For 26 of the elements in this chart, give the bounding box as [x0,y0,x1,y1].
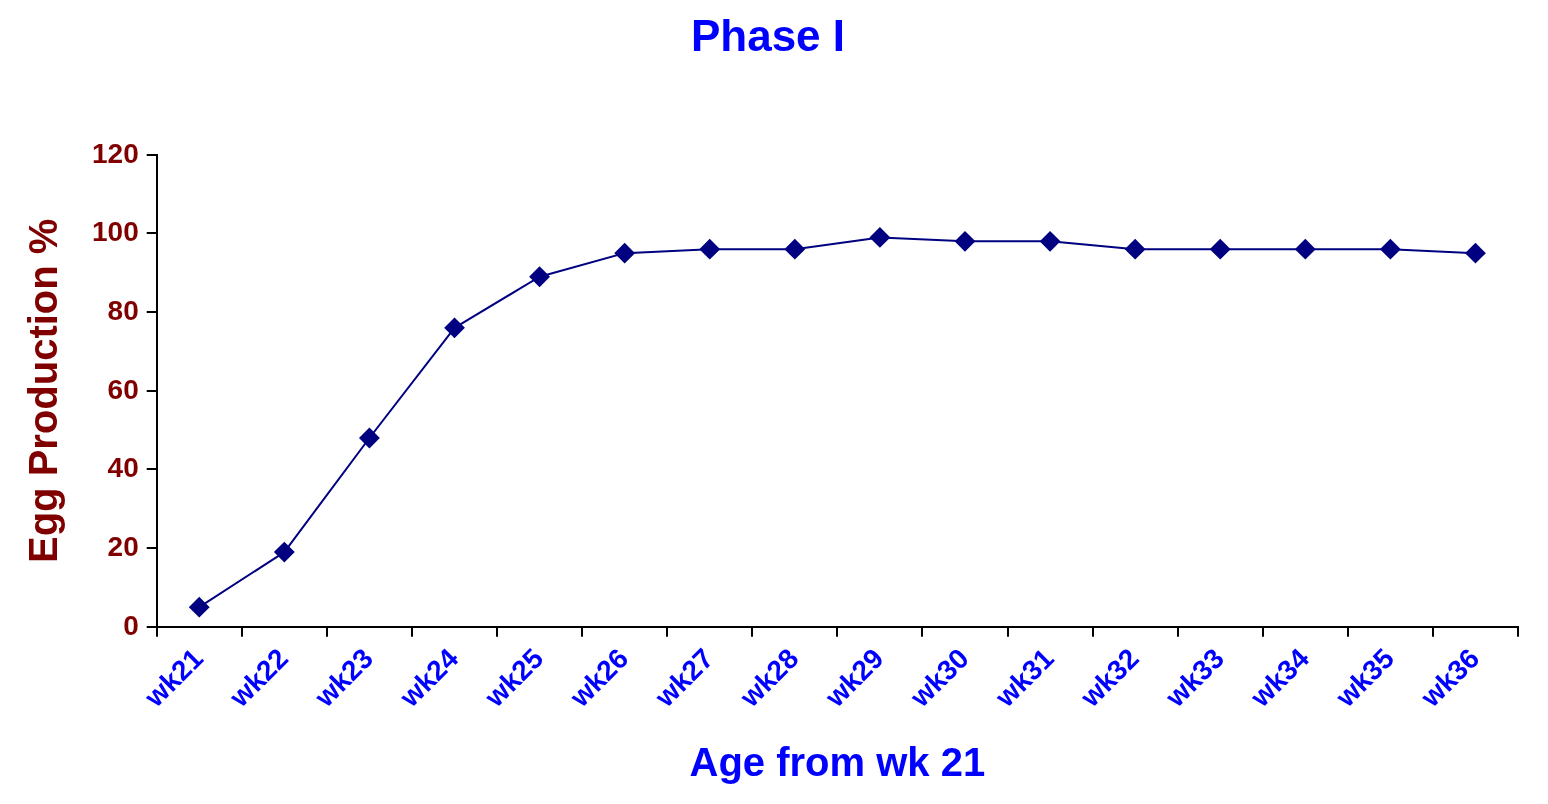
y-tick-label: 60 [107,373,139,405]
y-axis-title: Egg Production % [21,218,66,564]
y-tick-label: 80 [107,294,139,326]
point [1210,239,1231,260]
point [529,266,550,287]
point [699,239,720,260]
point [1040,231,1061,252]
point [784,239,805,260]
point [189,597,210,618]
chart-title: Phase I [690,10,846,60]
y-tick-label: 20 [107,530,139,562]
point [954,231,975,252]
x-axis-title: Age from wk 21 [689,740,986,785]
point [1125,239,1146,260]
point [1380,239,1401,260]
y-tick-label: 100 [92,216,139,248]
point [614,243,635,264]
point [1295,239,1316,260]
y-tick-label: 120 [92,137,139,169]
point [359,428,380,448]
point [869,227,890,248]
y-tick-label: 40 [107,452,139,484]
point [274,542,295,563]
y-tick-label: 0 [123,609,139,641]
point [444,317,465,338]
point [1465,243,1486,264]
